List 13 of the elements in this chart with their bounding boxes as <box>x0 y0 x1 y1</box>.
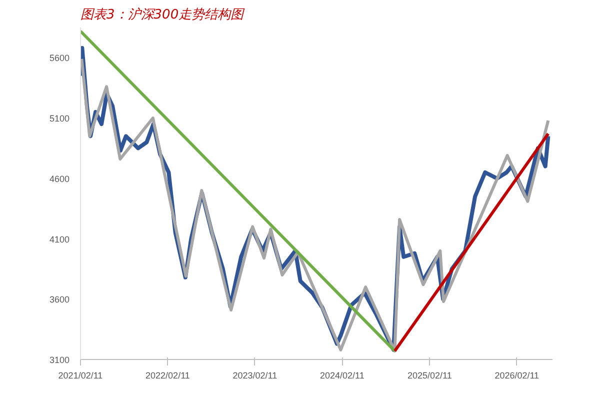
x-tick-label: 2024/02/11 <box>320 370 364 380</box>
y-tick-label: 3100 <box>49 355 70 365</box>
x-tick-label: 2025/02/11 <box>407 370 452 380</box>
chart-title: 图表3：沪深300走势结构图 <box>80 6 246 22</box>
y-tick-label: 5100 <box>49 114 70 124</box>
y-tick-label: 5600 <box>49 53 70 64</box>
x-tick-label: 2023/02/11 <box>232 370 278 380</box>
x-tick-label: 2021/02/11 <box>58 370 103 380</box>
x-tick-label: 2026/02/11 <box>494 370 540 380</box>
y-tick-label: 3600 <box>49 294 70 305</box>
y-tick-label: 4100 <box>49 234 70 244</box>
y-tick-label: 4600 <box>49 174 70 184</box>
x-tick-label: 2022/02/11 <box>146 370 190 380</box>
